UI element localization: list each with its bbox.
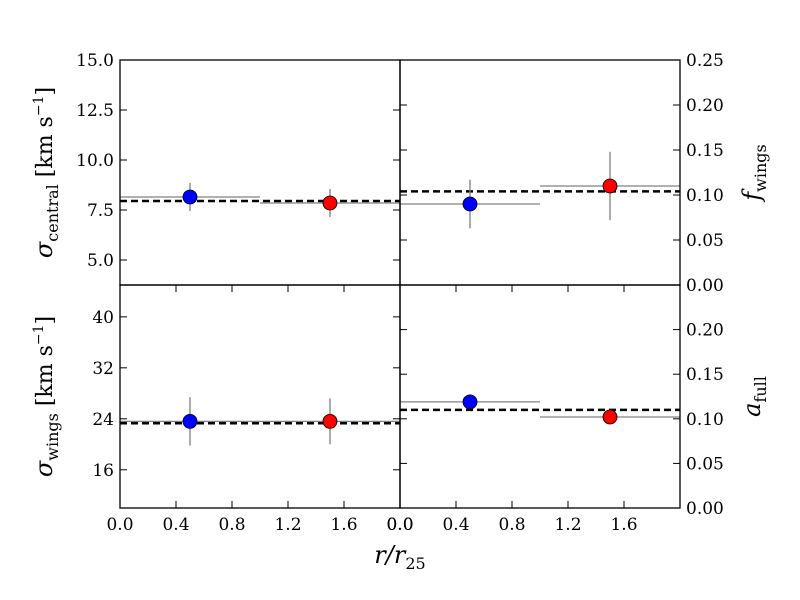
x-tick-label: 0.0: [386, 515, 413, 535]
y-tick-label: 0.05: [686, 454, 724, 474]
y-tick-label: 0.10: [686, 186, 724, 206]
y-tick-label: 24: [92, 410, 114, 430]
y-tick-label: 0.00: [686, 276, 724, 296]
panel-top-left: 15.0 12.5 10.0 7.5 5.0 σcentral [km s−1]: [30, 51, 401, 286]
y-axis-title: σwings [km s−1]: [30, 316, 62, 477]
y-tick-label: 0.25: [686, 51, 724, 71]
y-tick-label: 10.0: [76, 151, 114, 171]
y-tick-label: 0.00: [686, 499, 724, 519]
panel-top-right: 0.25 0.20 0.15 0.10 0.05 0.00 fwings: [399, 51, 770, 296]
x-tick-label: 1.2: [554, 515, 581, 535]
data-point-blue: [462, 394, 478, 410]
data-point-blue: [182, 189, 198, 205]
x-tick-label: 0.4: [162, 515, 189, 535]
data-point-blue: [462, 196, 478, 212]
panel-frame: [119, 284, 401, 509]
data-point-red: [602, 409, 618, 425]
x-tick-label: 1.2: [274, 515, 301, 535]
data-point-red: [322, 195, 338, 211]
panel-frame: [119, 59, 401, 286]
panel-bottom-left: 40 32 24 16 0.0 0.4 0.8 1.2 1.6 0.0 σwings [km s−1…: [30, 284, 426, 573]
y-tick-label: 16: [92, 461, 114, 481]
panel-frame: [399, 59, 681, 286]
y-axis-title: fwings: [738, 144, 770, 202]
x-tick-label: 0.8: [218, 515, 245, 535]
x-tick-label: 0.4: [442, 515, 469, 535]
y-tick-label: 0.20: [686, 321, 724, 341]
y-tick-label: 0.10: [686, 410, 724, 430]
y-tick-label: 0.15: [686, 141, 724, 161]
y-tick-label: 0.20: [686, 96, 724, 116]
y-axis-title: afull: [738, 376, 770, 417]
y-tick-label: 15.0: [76, 51, 114, 71]
data-point-blue: [182, 413, 198, 429]
y-tick-label: 12.5: [76, 101, 114, 121]
y-tick-label: 0.15: [686, 365, 724, 385]
panel-frame: [399, 284, 681, 509]
panel-bottom-right: 0.20 0.15 0.10 0.05 0.00 0.0 0.4 0.8 1.2 1.6 afull: [386, 284, 770, 535]
y-tick-label: 0.05: [686, 231, 724, 251]
y-axis-title: σcentral [km s−1]: [30, 87, 62, 258]
data-point-red: [322, 413, 338, 429]
x-tick-label: 1.6: [330, 515, 357, 535]
x-tick-label: 0.0: [386, 515, 413, 535]
data-point-red: [602, 178, 618, 194]
y-tick-label: 32: [92, 359, 114, 379]
x-tick-label: 1.6: [610, 515, 637, 535]
y-tick-label: 7.5: [87, 201, 114, 221]
x-tick-label: 0.8: [498, 515, 525, 535]
y-tick-label: 5.0: [87, 251, 114, 271]
x-tick-label: 0.0: [106, 515, 133, 535]
y-tick-label: 40: [92, 308, 114, 328]
x-axis-title: r/r25: [374, 541, 425, 573]
